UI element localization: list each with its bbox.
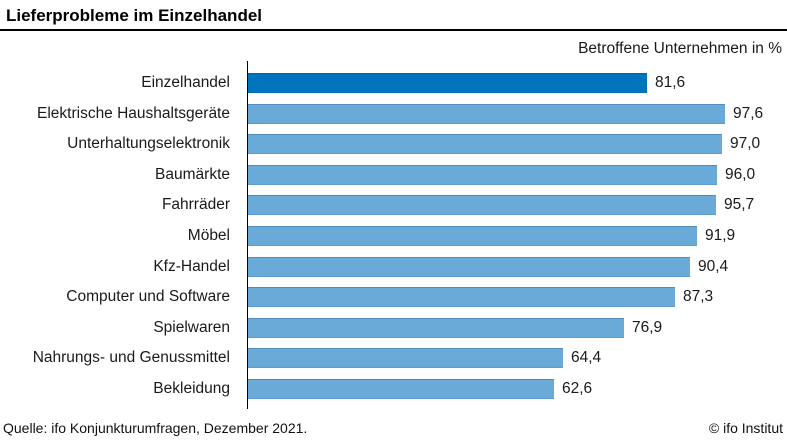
bar [248,256,690,277]
bar-row: Spielwaren 76,9 [0,312,787,343]
chart-title: Lieferprobleme im Einzelhandel [6,6,263,25]
bar-row: Unterhaltungselektronik 97,0 [0,129,787,160]
value-label: 76,9 [632,318,663,336]
bar-row: Einzelhandel 81,6 [0,68,787,99]
chart-subtitle: Betroffene Unternehmen in % [578,40,782,57]
category-label: Unterhaltungselektronik [67,135,230,153]
bar-track: 96,0 [239,160,787,191]
bar-track: 91,9 [239,221,787,252]
bar-chart: Einzelhandel 81,6 Elektrische Haushaltsger… [0,61,787,409]
bar [248,348,563,369]
bar [248,287,675,308]
value-label: 64,4 [571,349,602,367]
bar [248,103,725,124]
bar-track: 62,6 [239,373,787,404]
bar [248,226,697,246]
bar [248,134,722,155]
category-label: Möbel [187,227,230,244]
bar-track: 90,4 [239,251,787,282]
category-label: Computer und Software [66,288,230,306]
bar [248,317,624,338]
bar-track: 81,6 [239,68,787,99]
value-label: 97,6 [733,104,764,122]
bar-row: Nahrungs- und Genussmittel 64,4 [0,343,787,374]
value-label: 96,0 [725,165,756,183]
bar-rows: Einzelhandel 81,6 Elektrische Haushaltsger… [0,61,787,409]
bar [248,164,717,185]
bar-row: Kfz-Handel 90,4 [0,251,787,282]
bar-highlight [248,73,647,94]
bar-track: 64,4 [239,343,787,374]
chart-footer: Quelle: ifo Konjunkturumfragen, Dezember… [0,409,787,436]
source-note: Quelle: ifo Konjunkturumfragen, Dezember… [3,420,308,436]
category-label: Einzelhandel [141,74,230,92]
category-label: Spielwaren [153,318,230,336]
category-label: Kfz-Handel [153,257,230,275]
value-label: 90,4 [698,257,729,275]
bar-track: 76,9 [239,312,787,343]
bar [248,195,716,216]
bar-row: Fahrräder 95,7 [0,190,787,221]
value-label: 97,0 [730,135,761,153]
category-label: Nahrungs- und Genussmittel [32,349,230,367]
bar-track: 97,6 [239,99,787,130]
category-label: Fahrräder [161,196,230,214]
value-label: 91,9 [705,227,736,244]
bar-row: Computer und Software 87,3 [0,282,787,313]
bar-track: 97,0 [239,129,787,160]
bar [248,378,554,399]
category-label: Bekleidung [153,379,230,397]
bar-row: Möbel 91,9 [0,221,787,252]
title-divider [0,29,787,31]
bar-track: 95,7 [239,190,787,221]
bar-track: 87,3 [239,282,787,313]
bar-row: Elektrische Haushaltsgeräte 97,6 [0,99,787,130]
category-label: Baumärkte [155,165,230,183]
bar-row: Baumärkte 96,0 [0,160,787,191]
bar-row: Bekleidung 62,6 [0,373,787,404]
value-label: 81,6 [655,74,686,92]
value-label: 95,7 [724,196,755,214]
category-label: Elektrische Haushaltsgeräte [37,104,230,122]
value-label: 62,6 [562,379,593,397]
y-axis-line [247,61,248,409]
copyright-note: © ifo Institut [708,420,783,436]
value-label: 87,3 [683,288,714,306]
